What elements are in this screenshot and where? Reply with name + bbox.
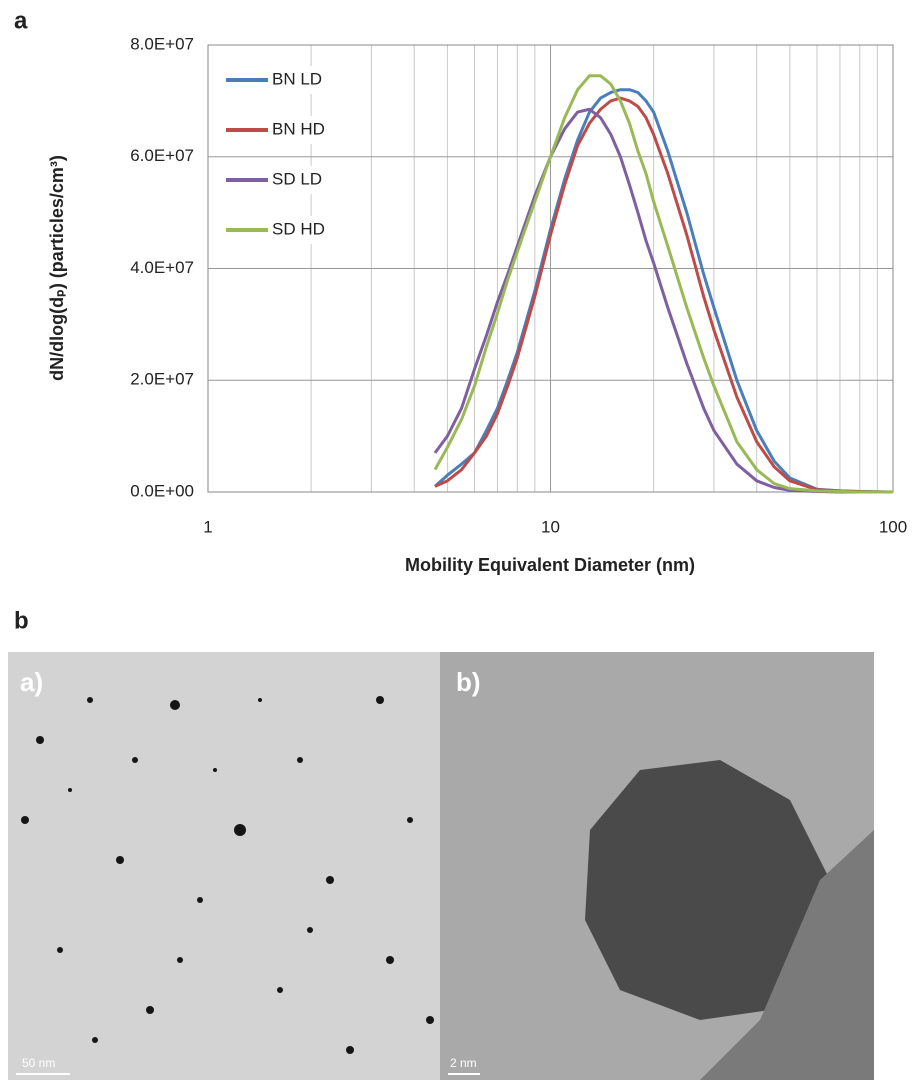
series-line — [433, 88, 894, 494]
adjacent-particle — [700, 830, 874, 1080]
scale-label: 50 nm — [22, 1056, 55, 1070]
y-tick-label: 8.0E+07 — [130, 34, 194, 53]
x-tick-label: 100 — [879, 517, 907, 536]
y-tick-label: 6.0E+07 — [130, 146, 194, 165]
series-line — [433, 74, 893, 494]
y-axis-title: dN/dlog(dₚ) (particles/cm³) — [47, 155, 67, 381]
tem-image-left: a) 50 nm — [8, 652, 440, 1080]
y-tick-label: 2.0E+07 — [130, 370, 194, 389]
plot: 0.0E+00 2.0E+07 4.0E+07 6.0E+07 8.0E+07 1 10 10… — [130, 34, 907, 536]
y-tick-label: 0.0E+00 — [130, 481, 194, 500]
panel-label: a — [14, 7, 28, 34]
x-tick-label: 10 — [541, 517, 560, 536]
legend-label: SD LD — [272, 169, 322, 188]
series-line — [434, 96, 894, 494]
legend-label: BN LD — [272, 69, 322, 88]
legend-label: SD HD — [272, 219, 325, 238]
series-line — [433, 107, 893, 494]
legend: BN LD BN HD SD LD SD HD — [222, 66, 342, 244]
panel-label: b — [14, 607, 29, 634]
plot-frame — [207, 44, 894, 493]
image-background — [8, 652, 440, 1080]
nanoparticle — [585, 760, 830, 1020]
x-axis-title: Mobility Equivalent Diameter (nm) — [405, 555, 695, 575]
scale-label: 2 nm — [450, 1056, 477, 1070]
x-tick-label: 1 — [203, 517, 212, 536]
y-tick-label: 4.0E+07 — [130, 258, 194, 277]
image-label: b) — [456, 667, 481, 697]
image-label: a) — [20, 667, 43, 697]
legend-label: BN HD — [272, 119, 325, 138]
particles — [21, 696, 434, 1054]
tem-image-right: b) 2 nm — [440, 652, 874, 1080]
